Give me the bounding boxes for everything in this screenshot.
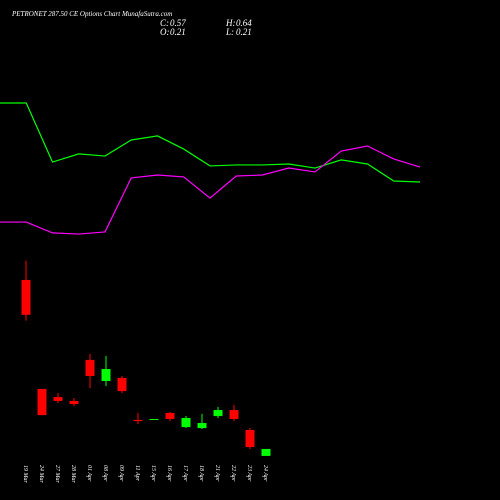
x-tick-label: 17 Apr — [182, 465, 188, 482]
candle-body — [133, 419, 143, 422]
x-tick-label: 19 Mar — [22, 465, 28, 483]
candle-body — [197, 423, 207, 429]
candle-body — [149, 418, 159, 420]
x-tick-label: 21 Apr — [214, 465, 220, 482]
ohlc-key: C: — [160, 18, 169, 28]
chart-title: PETRONET 287.50 CE Options Chart MunafaS… — [11, 10, 172, 18]
ohlc-value: 0.21 — [236, 27, 252, 37]
indicator-line — [0, 102, 421, 183]
candle-body — [37, 388, 47, 416]
candle-body — [69, 400, 79, 405]
ohlc-key: H: — [225, 18, 236, 28]
x-tick-label: 16 Apr — [166, 465, 172, 482]
ohlc-key: O: — [160, 27, 170, 37]
x-tick-label: 09 Apr — [118, 465, 124, 482]
candle-body — [245, 429, 255, 448]
candle-body — [85, 359, 95, 376]
ohlc-value: 0.21 — [170, 27, 186, 37]
candle-body — [229, 410, 239, 419]
candle-body — [213, 410, 223, 417]
x-tick-label: 08 Apr — [102, 465, 108, 482]
ohlc-value: 0.64 — [236, 18, 252, 28]
candle-body — [21, 279, 31, 315]
ohlc-value: 0.57 — [170, 18, 186, 28]
x-tick-label: 18 Apr — [198, 465, 204, 482]
candle-body — [261, 448, 271, 456]
candle-body — [101, 369, 111, 382]
x-tick-label: 23 Apr — [246, 465, 252, 482]
candle-body — [53, 397, 63, 401]
x-tick-label: 01 Apr — [86, 465, 92, 482]
candle-body — [117, 377, 127, 392]
x-tick-label: 24 Mar — [38, 465, 45, 483]
x-tick-label: 22 Apr — [230, 465, 236, 482]
x-tick-label: 28 Mar — [70, 465, 76, 483]
ohlc-key: L: — [225, 27, 234, 37]
x-tick-label: 11 Apr — [134, 465, 140, 482]
candle-body — [181, 417, 191, 428]
indicator-line — [0, 145, 421, 235]
candle-body — [165, 412, 175, 419]
x-tick-label: 27 Mar — [54, 465, 60, 483]
x-tick-label: 15 Apr — [150, 465, 156, 482]
x-tick-label: 24 Apr — [262, 465, 269, 482]
